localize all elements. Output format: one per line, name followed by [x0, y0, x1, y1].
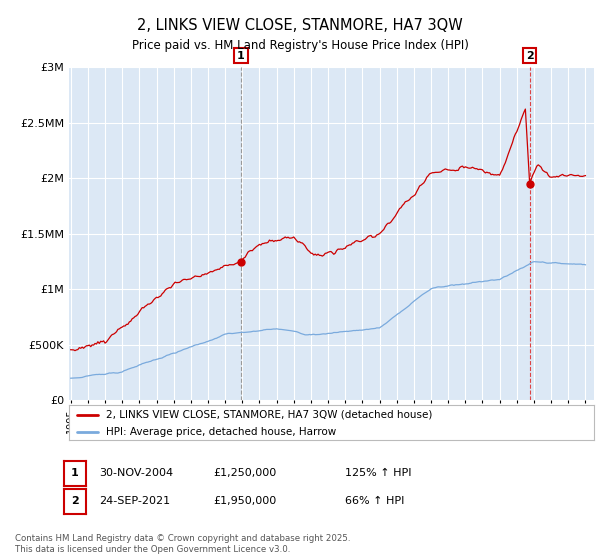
Text: 2: 2	[71, 496, 79, 506]
Text: 125% ↑ HPI: 125% ↑ HPI	[345, 468, 412, 478]
Text: Contains HM Land Registry data © Crown copyright and database right 2025.: Contains HM Land Registry data © Crown c…	[15, 534, 350, 543]
Text: 66% ↑ HPI: 66% ↑ HPI	[345, 496, 404, 506]
Text: £1,950,000: £1,950,000	[213, 496, 276, 506]
Text: 2, LINKS VIEW CLOSE, STANMORE, HA7 3QW: 2, LINKS VIEW CLOSE, STANMORE, HA7 3QW	[137, 18, 463, 32]
Text: 2: 2	[526, 50, 533, 60]
Text: £1,250,000: £1,250,000	[213, 468, 276, 478]
Text: 24-SEP-2021: 24-SEP-2021	[99, 496, 170, 506]
Text: 2, LINKS VIEW CLOSE, STANMORE, HA7 3QW (detached house): 2, LINKS VIEW CLOSE, STANMORE, HA7 3QW (…	[106, 409, 432, 419]
Text: 1: 1	[237, 50, 245, 60]
Text: This data is licensed under the Open Government Licence v3.0.: This data is licensed under the Open Gov…	[15, 545, 290, 554]
Text: 1: 1	[71, 468, 79, 478]
Text: 30-NOV-2004: 30-NOV-2004	[99, 468, 173, 478]
Text: Price paid vs. HM Land Registry's House Price Index (HPI): Price paid vs. HM Land Registry's House …	[131, 39, 469, 53]
Text: HPI: Average price, detached house, Harrow: HPI: Average price, detached house, Harr…	[106, 427, 336, 437]
